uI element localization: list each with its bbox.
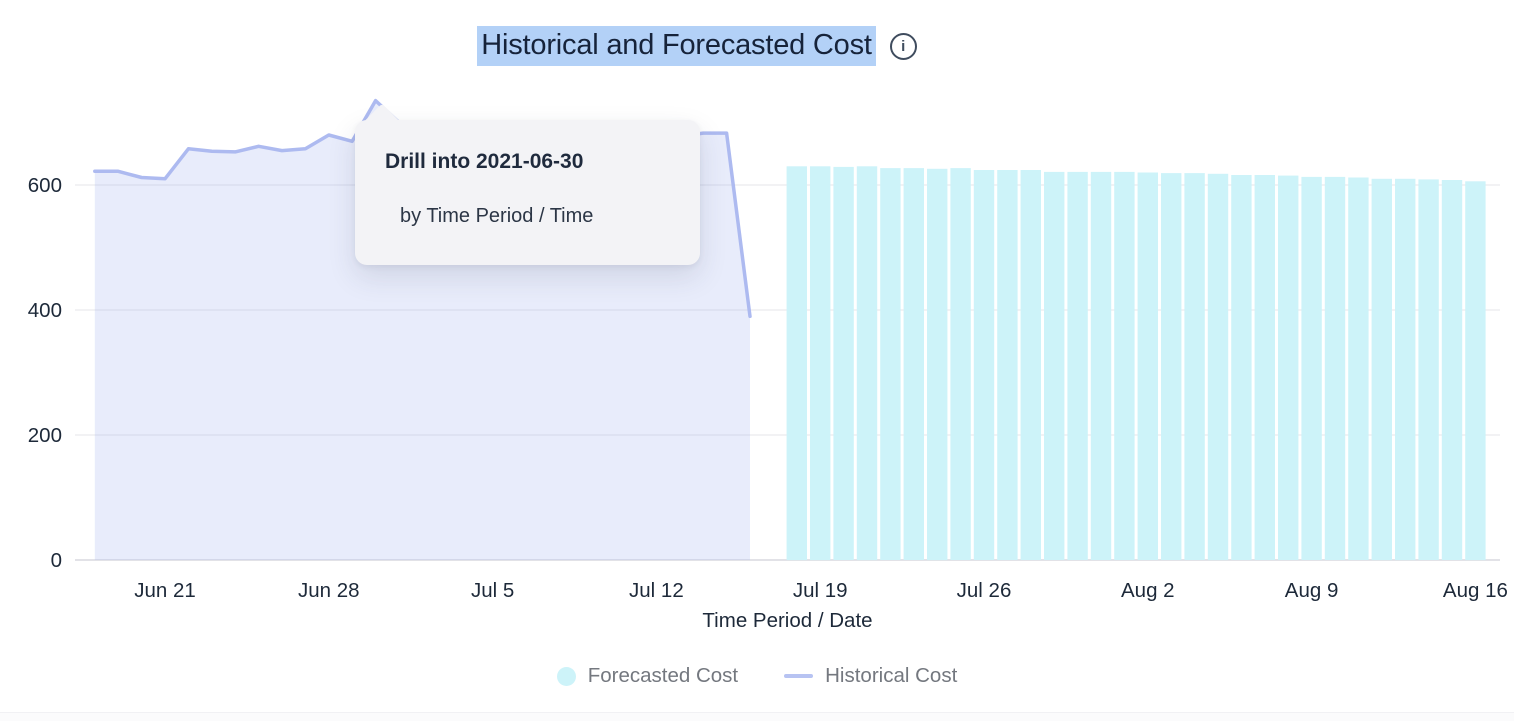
x-tick-label: Jul 26 — [957, 579, 1012, 602]
forecast-bar[interactable] — [1067, 171, 1088, 560]
legend-label-historical: Historical Cost — [825, 664, 958, 687]
forecast-bar[interactable] — [833, 166, 854, 560]
forecast-bar[interactable] — [1441, 180, 1463, 560]
forecast-bar[interactable] — [1278, 175, 1299, 560]
forecast-bar[interactable] — [1418, 179, 1439, 560]
info-icon[interactable]: i — [889, 32, 917, 60]
forecast-bar[interactable] — [1137, 172, 1158, 561]
y-tick-label: 200 — [28, 424, 62, 447]
legend: Forecasted Cost Historical Cost — [0, 664, 1514, 688]
forecast-bar[interactable] — [1324, 176, 1346, 560]
y-tick-label: 400 — [28, 299, 62, 322]
forecast-bar[interactable] — [1207, 173, 1229, 561]
forecast-bar[interactable] — [1161, 173, 1182, 560]
x-tick-label: Aug 16 — [1443, 579, 1508, 602]
forecast-bar[interactable] — [1044, 171, 1065, 560]
header: Historical and Forecasted Cost i — [0, 24, 1454, 68]
tooltip-title: Drill into 2021-06-30 — [385, 150, 584, 173]
card-bottom-edge — [0, 712, 1514, 721]
forecast-bar[interactable] — [1254, 175, 1275, 560]
forecast-bar[interactable] — [997, 170, 1018, 560]
forecast-bar[interactable] — [950, 168, 971, 560]
forecast-bar[interactable] — [1090, 171, 1112, 560]
forecast-bar[interactable] — [1184, 173, 1205, 560]
legend-circle-swatch-icon — [556, 666, 576, 686]
forecast-bar[interactable] — [1020, 170, 1041, 560]
forecast-bar[interactable] — [927, 168, 948, 561]
legend-line-swatch-icon — [784, 673, 814, 679]
x-tick-label: Aug 2 — [1121, 579, 1175, 602]
drill-tooltip[interactable]: Drill into 2021-06-30 by Time Period / T… — [355, 103, 700, 265]
forecast-bar[interactable] — [1231, 175, 1252, 560]
cost-chart[interactable]: 0 200 400 600 Jun 21 Jun 28 Jul 5 Jul 12 Jul 19 J… — [0, 0, 1514, 660]
legend-item-forecasted[interactable]: Forecasted Cost — [556, 664, 739, 688]
forecast-bar[interactable] — [1114, 171, 1135, 560]
forecast-bar[interactable] — [856, 166, 878, 561]
forecast-bar[interactable] — [1348, 177, 1369, 561]
forecast-bar[interactable] — [810, 166, 831, 561]
forecast-bar[interactable] — [1301, 176, 1322, 560]
x-axis-title: Time Period / Date — [702, 609, 873, 632]
x-tick-label: Jul 19 — [793, 579, 848, 602]
x-tick-label: Jun 28 — [298, 579, 360, 602]
x-tick-label: Jul 12 — [629, 579, 684, 602]
x-tick-label: Jun 21 — [134, 579, 196, 602]
legend-label-forecasted: Forecasted Cost — [587, 664, 739, 687]
forecast-bar[interactable] — [786, 166, 807, 561]
forecast-bar[interactable] — [903, 168, 924, 560]
page-title: Historical and Forecasted Cost — [477, 26, 876, 66]
forecast-bar[interactable] — [880, 168, 901, 560]
forecast-bar[interactable] — [973, 170, 995, 560]
x-tick-label: Aug 9 — [1285, 579, 1339, 602]
forecast-bar[interactable] — [1371, 178, 1392, 561]
y-tick-label: 0 — [51, 549, 62, 572]
forecast-bar[interactable] — [1465, 181, 1486, 561]
tooltip-subtitle: by Time Period / Time — [400, 205, 594, 227]
x-tick-label: Jul 5 — [471, 579, 514, 602]
forecast-bar[interactable] — [1395, 178, 1416, 561]
y-tick-label: 600 — [28, 174, 62, 197]
legend-item-historical[interactable]: Historical Cost — [784, 664, 957, 688]
